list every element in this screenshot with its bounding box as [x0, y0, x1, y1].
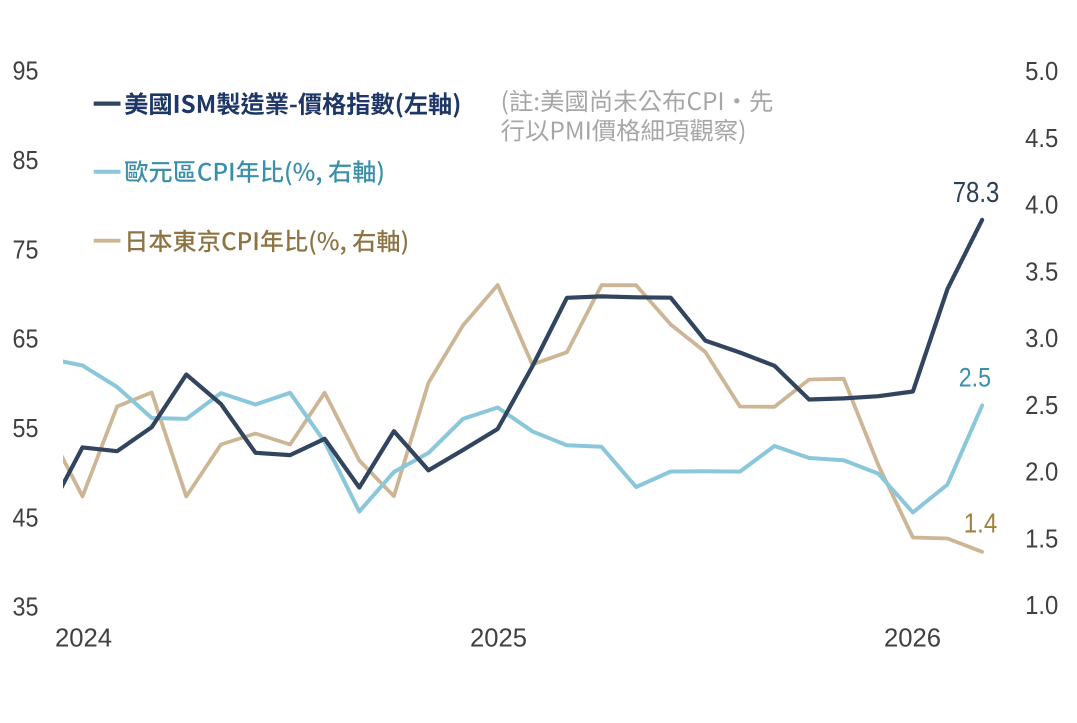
svg-text:2.5: 2.5 [959, 363, 991, 393]
svg-text:35: 35 [13, 592, 39, 622]
svg-text:5.0: 5.0 [1025, 56, 1058, 86]
svg-text:95: 95 [13, 56, 39, 86]
svg-text:3.0: 3.0 [1025, 323, 1058, 353]
svg-text:55: 55 [13, 413, 39, 443]
svg-text:78.3: 78.3 [953, 177, 1000, 209]
svg-text:2.0: 2.0 [1025, 457, 1058, 487]
svg-text:2024: 2024 [55, 623, 112, 653]
svg-text:65: 65 [13, 324, 39, 354]
svg-text:85: 85 [13, 145, 39, 175]
svg-text:1.5: 1.5 [1025, 524, 1058, 554]
svg-text:4.0: 4.0 [1025, 190, 1058, 220]
svg-text:1.0: 1.0 [1025, 590, 1058, 620]
svg-text:45: 45 [13, 502, 39, 532]
svg-text:3.5: 3.5 [1025, 256, 1058, 286]
svg-text:2026: 2026 [884, 623, 941, 653]
svg-text:1.4: 1.4 [964, 508, 997, 539]
svg-text:4.5: 4.5 [1025, 123, 1058, 153]
svg-text:2.5: 2.5 [1025, 390, 1058, 420]
svg-text:75: 75 [13, 234, 39, 264]
svg-text:2025: 2025 [470, 623, 527, 653]
